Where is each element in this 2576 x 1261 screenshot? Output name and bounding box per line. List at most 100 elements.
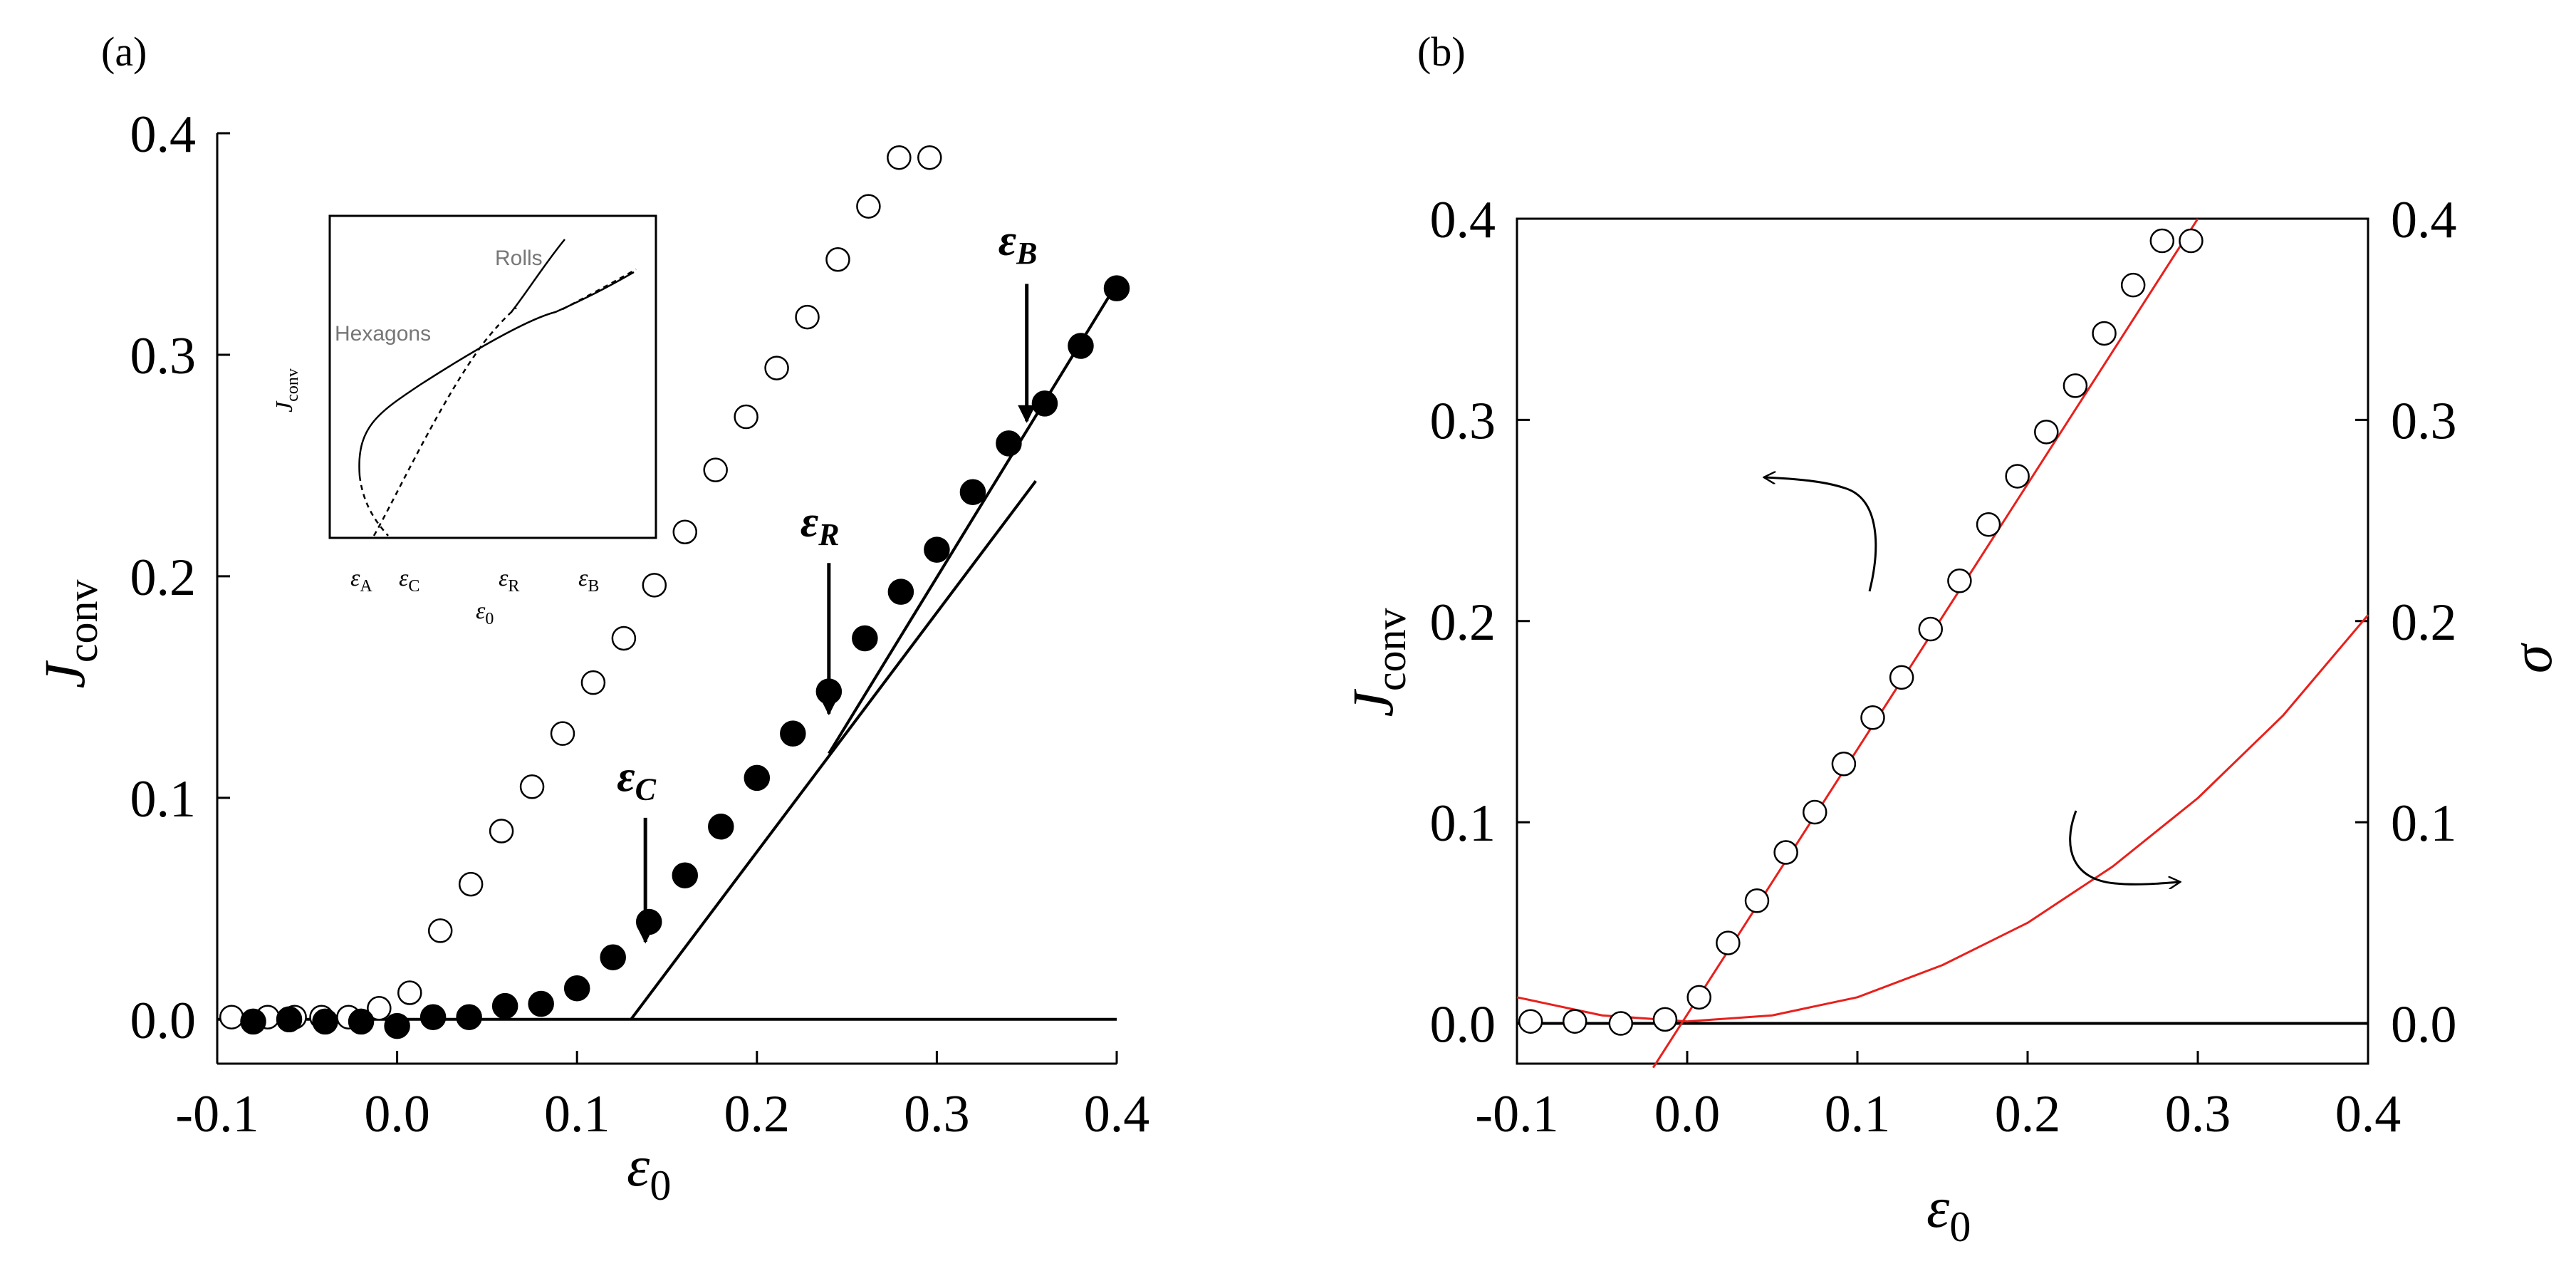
y-tick-label: 0.0 xyxy=(130,992,197,1050)
x-tick-label: 0.1 xyxy=(544,1085,610,1143)
filled-data-point xyxy=(744,764,771,792)
y-tick-label: 0.3 xyxy=(1430,392,1496,450)
y-tick-label: 0.3 xyxy=(130,327,197,385)
filled-data-point xyxy=(563,975,590,1002)
panel-a-y-axis-title: Jconv xyxy=(32,579,106,688)
filled-data-point xyxy=(780,720,806,747)
open-data-point xyxy=(2063,373,2088,398)
filled-data-point xyxy=(276,1006,303,1033)
series-line xyxy=(828,283,1118,754)
open-data-point xyxy=(1518,1009,1543,1034)
filled-data-point xyxy=(312,1008,338,1035)
panel-b: (b) -0.1 0.0 0.1 0.2 0.3 0.4 0.00.10.20.30.4 … xyxy=(1340,28,2564,1250)
open-data-point xyxy=(1860,705,1885,730)
right-y-tick-label: 0.4 xyxy=(2391,191,2457,249)
inset-hexagon-tail xyxy=(562,268,637,311)
panel-a-x-ticks: -0.1 0.0 0.1 0.2 0.3 0.4 xyxy=(175,1051,1149,1143)
panel-a-points xyxy=(219,145,1130,1039)
open-data-point xyxy=(219,1005,244,1029)
right-axis-arrow xyxy=(2069,810,2179,884)
filled-data-point xyxy=(348,1008,375,1035)
panel-b-y-axis-title: Jconv xyxy=(1340,608,1414,717)
inset-tick-eR: εR xyxy=(499,565,519,596)
filled-data-point xyxy=(996,430,1022,457)
x-tick-label: -0.1 xyxy=(175,1085,259,1143)
open-data-point xyxy=(703,457,728,482)
open-data-point xyxy=(2092,321,2117,346)
panel-a-inset: Rolls Hexagons Jconv εA εC εR εB ε0 xyxy=(271,214,657,628)
x-tick-label: 0.0 xyxy=(364,1085,430,1143)
open-data-point xyxy=(2005,464,2030,489)
open-data-point xyxy=(367,996,392,1021)
filled-data-point xyxy=(672,862,699,888)
panel-b-frame xyxy=(1516,217,2369,1065)
series-line xyxy=(630,479,1037,1021)
x-tick-label: 0.4 xyxy=(2335,1085,2402,1143)
x-tick-label: -0.1 xyxy=(1475,1085,1558,1143)
series-line xyxy=(1516,614,2369,1023)
panel-b-lines xyxy=(1516,218,2369,1069)
open-data-point xyxy=(887,145,912,170)
filled-data-point xyxy=(528,990,554,1017)
open-data-point xyxy=(1803,799,1827,825)
inset-tick-eA: εA xyxy=(350,565,372,596)
panel-a-x-axis-title: ε0 xyxy=(627,1133,671,1209)
open-data-point xyxy=(642,573,667,598)
right-y-tick-label: 0.3 xyxy=(2391,392,2457,450)
open-data-point xyxy=(1831,752,1857,777)
panel-b-y-ticks: 0.0 0.1 0.2 0.3 0.4 xyxy=(1430,191,1530,1054)
filled-data-point xyxy=(852,625,878,652)
x-tick-label: 0.4 xyxy=(1084,1085,1150,1143)
x-tick-label: 0.3 xyxy=(2165,1085,2231,1143)
y-tick-label: 0.2 xyxy=(1430,593,1496,652)
open-data-point xyxy=(1773,840,1798,865)
panel-a-annotations: εC εR εB xyxy=(617,217,1037,944)
left-axis-arrow xyxy=(1765,477,1877,592)
panel-b-label: (b) xyxy=(1417,28,1466,75)
filled-data-point xyxy=(491,992,518,1019)
inset-y-axis-title: Jconv xyxy=(271,368,302,412)
panel-b-x-ticks: -0.1 0.0 0.1 0.2 0.3 0.4 xyxy=(1475,1051,2401,1143)
panel-b-points xyxy=(1518,228,2204,1036)
open-data-point xyxy=(795,304,820,330)
right-y-tick-label: 0.2 xyxy=(2391,593,2457,652)
inset-frame xyxy=(328,214,657,539)
y-tick-label: 0.4 xyxy=(1430,191,1496,249)
panel-b-x-axis-title: ε0 xyxy=(1926,1175,1971,1250)
x-tick-label: 0.2 xyxy=(724,1085,791,1143)
open-data-point xyxy=(489,819,514,844)
open-data-point xyxy=(1608,1011,1634,1036)
open-data-point xyxy=(856,194,881,219)
open-data-point xyxy=(734,404,758,430)
filled-data-point xyxy=(1031,390,1058,417)
y-tick-label: 0.4 xyxy=(130,105,197,164)
open-data-point xyxy=(397,980,422,1005)
x-tick-label: 0.1 xyxy=(1825,1085,1891,1143)
open-data-point xyxy=(1744,888,1770,913)
open-data-point xyxy=(458,871,484,897)
open-data-point xyxy=(1976,512,2001,537)
open-data-point xyxy=(519,774,545,799)
inset-hexagon-curve xyxy=(358,271,635,477)
open-data-point xyxy=(1947,569,1972,593)
open-data-point xyxy=(672,519,698,544)
inset-label-hexagons: Hexagons xyxy=(335,322,431,346)
panel-a-y-ticks: 0.0 0.1 0.2 0.3 0.4 xyxy=(130,105,230,1050)
y-tick-label: 0.0 xyxy=(1430,996,1496,1054)
panel-b-y-ticks-right: 0.0 0.1 0.2 0.3 0.4 xyxy=(2355,191,2457,1054)
open-data-point xyxy=(2120,272,2146,298)
filled-data-point xyxy=(708,814,734,840)
open-data-point xyxy=(2149,228,2175,254)
y-tick-label: 0.1 xyxy=(130,770,197,829)
open-data-point xyxy=(1686,985,1711,1010)
open-data-point xyxy=(1652,1007,1678,1032)
inset-tick-eC: εC xyxy=(399,565,419,596)
filled-data-point xyxy=(600,944,626,970)
panel-a: (a) -0.1 0.0 0.1 0.2 0.3 0.4 0.00.10.20.30.4 … xyxy=(32,28,1149,1209)
open-data-point xyxy=(580,670,606,695)
panel-a-label: (a) xyxy=(101,28,147,75)
filled-data-point xyxy=(1103,275,1130,301)
open-data-point xyxy=(2179,228,2204,254)
filled-data-point xyxy=(887,578,914,605)
